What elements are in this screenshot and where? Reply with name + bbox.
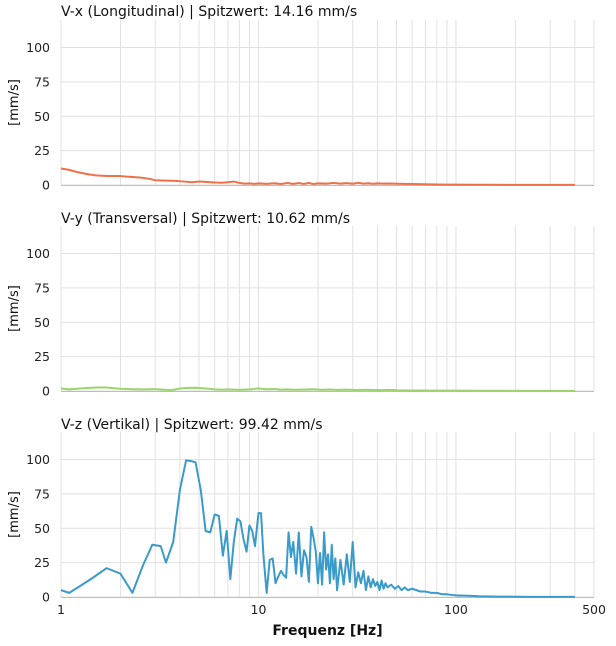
x-tick-label: 100 [444, 602, 468, 617]
y-tick-label: 75 [34, 74, 50, 89]
x-tick-label: 1 [57, 602, 65, 617]
y-tick-label: 100 [26, 40, 50, 55]
panel-title: V-x (Longitudinal) | Spitzwert: 14.16 mm… [61, 4, 357, 20]
y-axis-label: [mm/s] [7, 79, 22, 126]
series-line [60, 386, 575, 392]
y-tick-label: 0 [42, 384, 50, 399]
panel-title: V-z (Vertikal) | Spitzwert: 99.42 mm/s [61, 417, 323, 433]
y-tick-label: 0 [42, 178, 50, 193]
y-tick-label: 25 [34, 349, 50, 364]
series-line [60, 167, 575, 186]
y-axis-label: [mm/s] [7, 491, 22, 538]
y-tick-label: 100 [26, 246, 50, 261]
panel-title: V-y (Transversal) | Spitzwert: 10.62 mm/… [61, 211, 350, 227]
y-tick-label: 25 [34, 555, 50, 570]
x-tick-label: 500 [582, 602, 606, 617]
y-tick-label: 100 [26, 452, 50, 467]
y-tick-label: 25 [34, 143, 50, 158]
x-tick-label: 10 [251, 602, 267, 617]
y-axis-label: [mm/s] [7, 285, 22, 332]
y-tick-label: 50 [34, 521, 50, 536]
y-tick-label: 50 [34, 109, 50, 124]
y-tick-label: 75 [34, 486, 50, 501]
y-tick-label: 0 [42, 590, 50, 605]
x-axis-label: Frequenz [Hz] [272, 623, 382, 639]
y-tick-label: 75 [34, 280, 50, 295]
series-line [60, 459, 575, 598]
y-tick-label: 50 [34, 315, 50, 330]
